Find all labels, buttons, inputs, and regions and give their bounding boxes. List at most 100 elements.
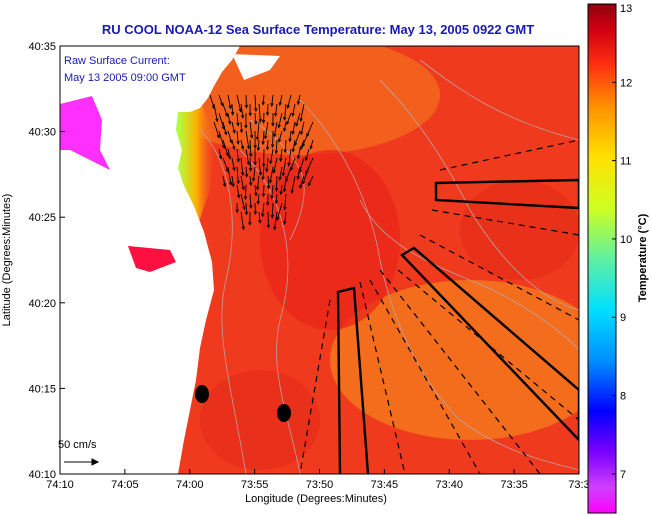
warm-patch-center <box>260 150 400 330</box>
current-vector-head <box>266 224 271 229</box>
current-vector-head <box>232 167 236 172</box>
current-vector <box>297 166 301 180</box>
bathymetry-contours <box>199 59 579 474</box>
current-vector-head <box>271 122 275 127</box>
current-vector-head <box>261 176 265 181</box>
current-vector <box>269 166 274 183</box>
current-vector-head <box>265 146 270 151</box>
current-vector <box>258 103 261 122</box>
current-vector <box>231 139 235 150</box>
current-vector-head <box>216 134 220 139</box>
current-vector <box>292 139 296 152</box>
current-vector-head <box>238 108 242 113</box>
current-legend-line2: May 13 2005 09:00 GMT <box>64 72 186 84</box>
scale-arrow <box>64 458 100 466</box>
current-vector <box>231 103 234 115</box>
current-vector-head <box>241 226 245 231</box>
current-vector <box>245 166 248 177</box>
current-vector-head <box>254 121 258 125</box>
current-vector <box>245 130 250 149</box>
current-vector <box>249 193 252 208</box>
current-vector-head <box>304 157 309 162</box>
colorbar-tick-label: 12 <box>620 77 632 89</box>
buoy-marker-1 <box>195 385 209 403</box>
current-vector <box>240 175 245 190</box>
x-tick-label: 73:45 <box>371 479 399 491</box>
y-tick-label: 40:10 <box>28 469 56 481</box>
current-vector-head <box>244 211 249 216</box>
current-vector-head <box>236 140 240 145</box>
current-vector-head <box>287 162 291 167</box>
current-vector <box>262 166 265 180</box>
current-vector <box>300 103 305 122</box>
current-vector <box>254 184 257 196</box>
x-tick-label: 73:35 <box>500 479 528 491</box>
current-vector <box>292 103 296 116</box>
current-vector-head <box>279 191 283 196</box>
current-vector-head <box>253 211 258 216</box>
current-vector <box>271 94 274 107</box>
current-vector <box>280 148 283 162</box>
current-vector-head <box>290 189 294 194</box>
current-vector-head <box>261 213 265 218</box>
colorbar-tick-label: 11 <box>620 156 631 168</box>
current-vector-head <box>240 172 245 177</box>
current-vector <box>222 139 229 156</box>
current-vector-head <box>222 183 227 188</box>
current-vector <box>236 148 240 162</box>
current-vector <box>209 94 215 109</box>
current-vector <box>240 121 243 133</box>
y-axis: 40:35 40:30 40:25 40:20 40:15 40:10 <box>28 41 65 481</box>
current-vector-head <box>283 128 287 133</box>
current-vector <box>274 103 278 116</box>
current-vector-head <box>269 160 273 165</box>
current-vector <box>231 157 235 171</box>
current-vector-head <box>243 196 248 201</box>
current-vector-head <box>246 145 251 150</box>
current-vector <box>276 202 283 220</box>
current-vector <box>289 130 292 142</box>
current-vector <box>249 121 253 138</box>
current-vector-head <box>254 108 258 113</box>
current-vector-head <box>270 214 275 219</box>
coastal-cold-strip <box>128 246 176 272</box>
current-vector <box>254 94 257 112</box>
current-vector <box>254 112 257 125</box>
current-vector-head <box>215 118 219 123</box>
current-vector-head <box>248 167 253 172</box>
current-vector <box>292 121 296 135</box>
current-vector-head <box>256 186 260 191</box>
current-vector <box>236 184 240 198</box>
current-vector <box>245 202 248 215</box>
current-vector <box>297 94 301 105</box>
current-vector-head <box>236 194 241 199</box>
current-vector <box>264 121 269 139</box>
current-vector-head <box>235 209 239 214</box>
current-vector <box>302 130 310 147</box>
current-vector <box>279 166 283 180</box>
colorbar-tick-label: 8 <box>620 391 626 403</box>
current-vector-head <box>236 158 240 163</box>
y-tick-label: 40:15 <box>28 383 56 395</box>
current-vector <box>280 184 283 195</box>
current-vector <box>231 175 234 187</box>
current-vector <box>275 193 278 204</box>
current-vector-head <box>302 180 306 185</box>
current-vector <box>240 139 244 150</box>
current-vector <box>231 121 236 133</box>
current-vector-head <box>227 120 232 125</box>
current-vector-head <box>283 116 287 121</box>
current-vector <box>222 175 226 187</box>
current-vector <box>299 157 305 173</box>
coastal-magenta-edge <box>60 96 110 170</box>
current-vector <box>252 166 256 181</box>
current-vector <box>258 211 261 223</box>
current-vector-head <box>286 104 290 109</box>
current-vector <box>287 94 292 109</box>
current-vector-head <box>270 195 274 200</box>
current-vector <box>302 166 310 184</box>
y-tick-label: 40:35 <box>28 41 56 53</box>
current-vector <box>227 94 232 109</box>
current-vector-head <box>227 155 232 160</box>
current-vector <box>261 202 265 217</box>
